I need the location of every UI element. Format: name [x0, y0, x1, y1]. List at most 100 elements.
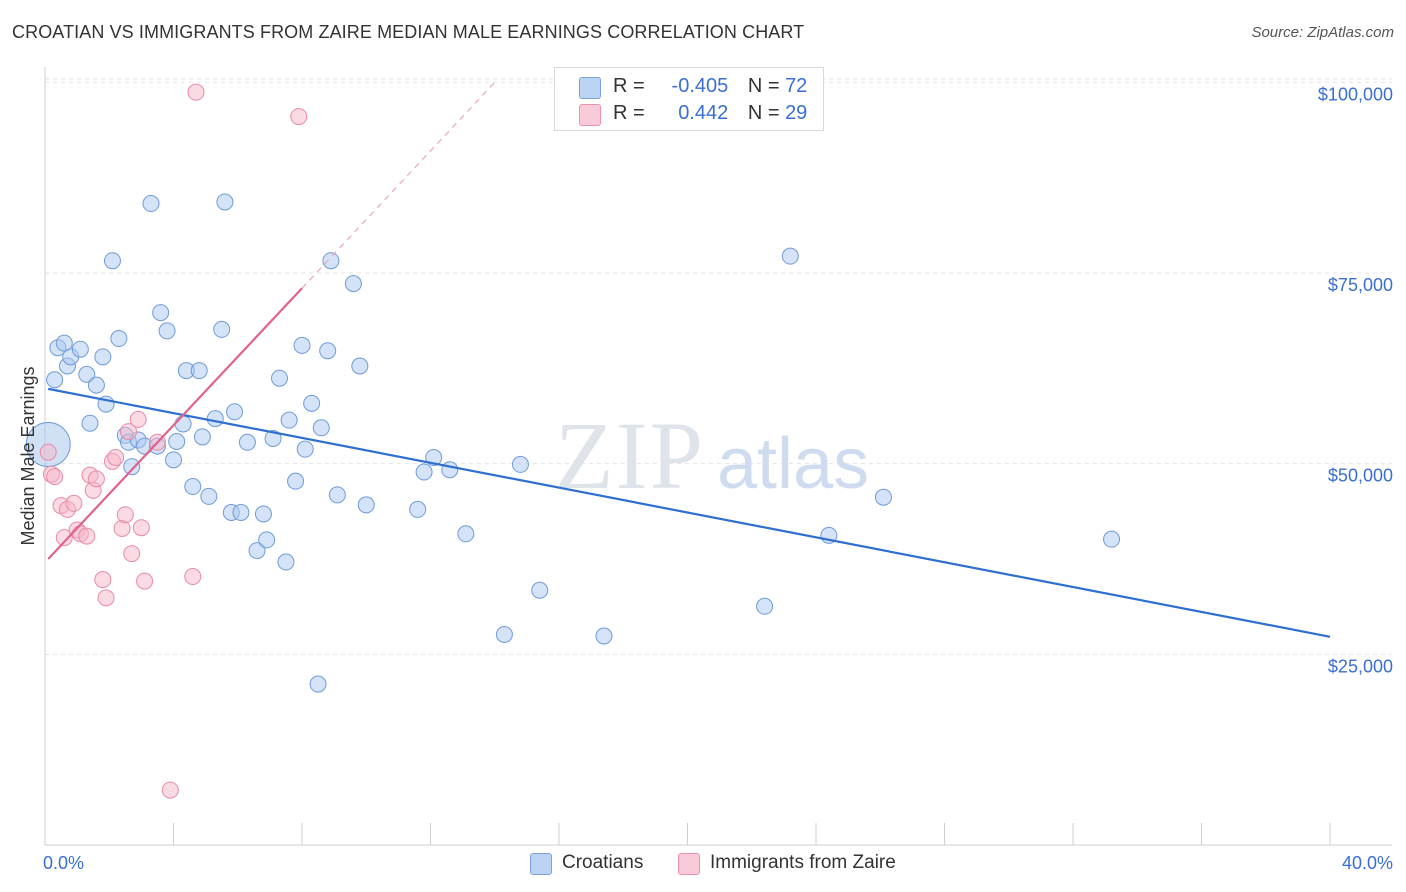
watermark: ZIP atlas: [555, 402, 869, 509]
croatians-point: [344, 275, 362, 293]
croatians-point: [441, 461, 459, 479]
croatians-point: [293, 336, 311, 354]
croatians-point: [277, 553, 295, 571]
croatians-point: [319, 342, 337, 360]
croatians-points: [25, 193, 1121, 693]
croatians-point: [87, 376, 105, 394]
croatians-point: [226, 403, 244, 421]
zaire-swatch: [678, 853, 700, 875]
zaire-point: [39, 443, 57, 461]
croatians-point: [193, 428, 211, 446]
gridlines: [45, 78, 1392, 655]
croatians-point: [81, 414, 99, 432]
zaire-point: [184, 568, 202, 586]
x-tick-label-min: 0.0%: [43, 853, 84, 873]
legend-n-label: N =: [747, 102, 780, 124]
zaire-point: [97, 589, 115, 607]
correlation-legend: R = -0.405 N = 72 R = 0.442 N = 29: [554, 67, 824, 131]
croatians-point: [425, 449, 443, 467]
croatians-point: [174, 415, 192, 433]
y-tick-labels: $25,000 $50,000 $75,000 $100,000: [1318, 84, 1393, 676]
croatians-point: [495, 625, 513, 643]
croatians-point: [184, 478, 202, 496]
croatians-point: [248, 542, 266, 560]
y-tick-label: $50,000: [1328, 466, 1393, 486]
croatians-point: [309, 675, 327, 693]
zaire-point: [107, 449, 125, 467]
zaire-point: [46, 468, 64, 486]
legend-n-value: 72: [785, 75, 808, 97]
croatians-point: [46, 371, 64, 389]
croatians-point: [152, 304, 170, 322]
zaire-point: [94, 571, 112, 589]
croatians-point: [55, 334, 73, 352]
zaire-point: [132, 519, 150, 537]
croatians-point: [123, 458, 141, 476]
croatians-point: [232, 503, 250, 521]
croatians-point: [165, 451, 182, 469]
croatians-point: [213, 320, 231, 338]
croatians-point: [78, 365, 96, 383]
croatians-point: [168, 433, 186, 451]
croatians-point: [71, 340, 89, 358]
zaire-trend-line: [47, 287, 303, 560]
legend-n-label: N =: [747, 75, 780, 97]
legend-swatch-zaire: [579, 104, 601, 126]
y-tick-label: $25,000: [1328, 656, 1393, 676]
x-tick-labels: 0.0% 40.0%: [43, 853, 1393, 873]
zaire-point: [65, 494, 83, 512]
croatians-point: [595, 627, 613, 645]
croatians-point: [280, 411, 298, 429]
zaire-point: [87, 470, 105, 488]
y-tick-label: $75,000: [1328, 275, 1393, 295]
croatians-point: [200, 487, 218, 505]
croatians-point: [158, 322, 176, 340]
croatians-point: [287, 472, 305, 490]
source-label: Source: ZipAtlas.com: [1251, 24, 1394, 41]
croatians-point: [238, 433, 256, 451]
zaire-points: [39, 83, 308, 799]
croatians-point: [874, 488, 892, 506]
y-tick-label: $100,000: [1318, 84, 1393, 104]
croatians-point: [328, 486, 346, 504]
chart-title: CROATIAN VS IMMIGRANTS FROM ZAIRE MEDIAN…: [12, 22, 805, 42]
zaire-point: [116, 506, 134, 524]
croatians-point: [206, 410, 224, 428]
croatians-point: [103, 252, 121, 270]
watermark-atlas: atlas: [717, 424, 869, 504]
legend-swatch-croatians: [579, 77, 601, 99]
trend-lines: [47, 81, 1331, 638]
croatians-point: [190, 362, 208, 380]
croatians-label: Croatians: [562, 852, 644, 873]
zaire-point: [78, 527, 96, 545]
croatians-point: [457, 525, 475, 543]
zaire-point: [120, 423, 138, 441]
legend-r-value: -0.405: [671, 75, 729, 97]
croatians-point: [415, 463, 433, 481]
croatians-swatch: [530, 853, 552, 875]
croatians-point: [94, 348, 112, 366]
zaire-point: [161, 781, 179, 799]
zaire-point: [136, 572, 154, 590]
croatians-point: [271, 369, 289, 387]
croatians-point: [511, 455, 529, 473]
zaire-point: [187, 83, 205, 101]
zaire-trend-extension: [301, 81, 496, 289]
y-axis-label: Median Male Earnings: [18, 366, 38, 545]
croatians-point: [756, 597, 774, 615]
zaire-point: [129, 410, 147, 428]
legend-r-label: R =: [613, 75, 645, 97]
legend-r-value: 0.442: [678, 102, 729, 124]
croatians-point: [781, 247, 799, 265]
watermark-zip: ZIP: [555, 402, 705, 509]
croatians-point: [322, 252, 340, 270]
croatians-point: [264, 429, 282, 447]
croatians-point: [351, 357, 369, 375]
croatians-point: [216, 193, 234, 211]
croatians-point: [312, 419, 330, 437]
x-tick-label-max: 40.0%: [1342, 853, 1393, 873]
croatians-point: [254, 505, 272, 523]
croatians-point: [258, 531, 276, 549]
croatians-trend-line: [48, 387, 1331, 638]
